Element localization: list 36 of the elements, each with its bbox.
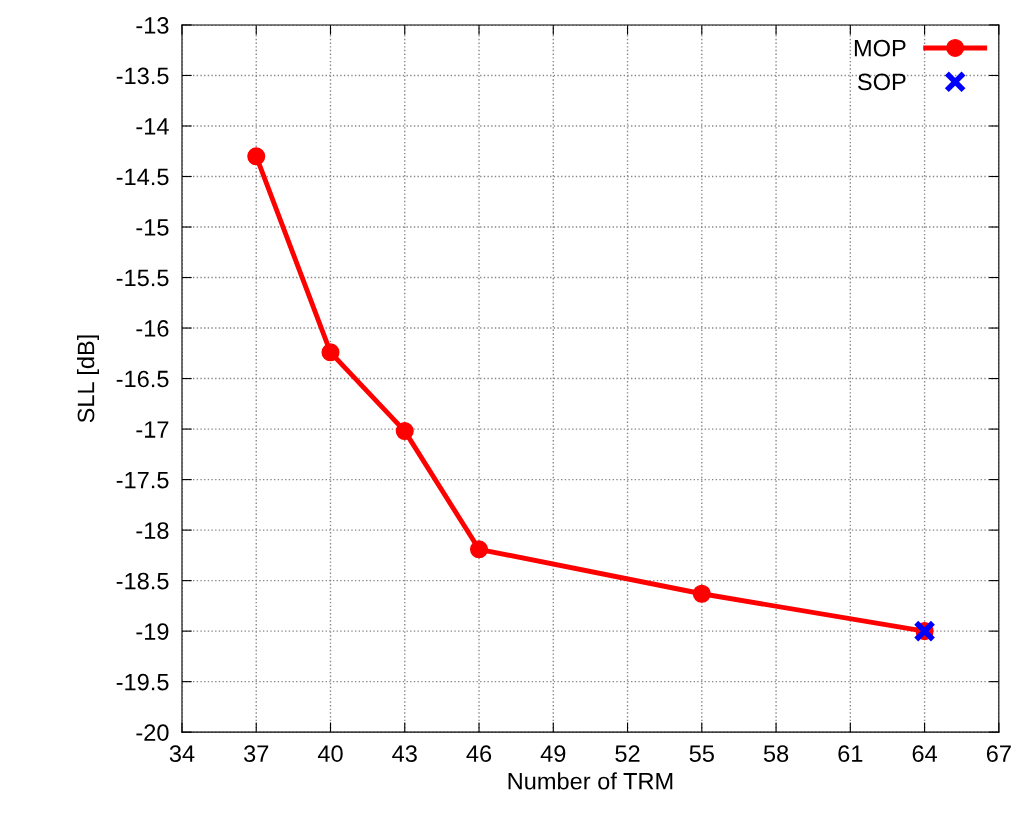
point [395,422,414,441]
y-tick-label: -20 [136,724,169,741]
point [247,147,266,166]
y-tick-label: -18 [136,522,169,539]
y-tick-label: -14 [136,118,169,135]
y-tick-label: -15 [136,219,169,236]
y-axis-title: SLL [dB] [77,335,100,423]
y-tick-label: -17 [136,421,169,438]
point [692,584,711,603]
y-tick-label: -13 [136,17,169,34]
x-tick-label: 34 [169,745,195,762]
y-tick-label: -13.5 [116,67,169,85]
x-tick-label: 40 [317,745,343,762]
x-tick-label: 37 [244,745,269,762]
x-tick-label: 67 [986,745,1011,762]
legend-label: SOP [857,73,906,91]
x-tick-label: 46 [466,745,492,762]
y-tick-label: -18.5 [116,572,169,590]
y-tick-label: -16.5 [116,370,169,388]
x-tick-label: 49 [540,745,566,762]
point [321,343,340,362]
y-tick-label: -16 [136,320,169,337]
y-tick-label: -15.5 [116,269,169,287]
x-tick-label: 64 [912,745,938,762]
point [469,540,489,559]
x-tick-label: 61 [838,745,863,762]
y-tick-label: -19 [136,623,169,640]
y-tick-label: -17.5 [116,471,169,489]
x-tick-label: 58 [763,745,789,762]
x-axis-title: Number of TRM [508,772,673,790]
y-tick-label: -19.5 [116,673,169,691]
x-tick-label: 52 [615,745,640,762]
x-tick-label: 55 [689,745,714,762]
x-tick-label: 43 [392,745,417,762]
y-tick-label: -14.5 [116,168,169,186]
legend-label: MOP [854,39,906,57]
